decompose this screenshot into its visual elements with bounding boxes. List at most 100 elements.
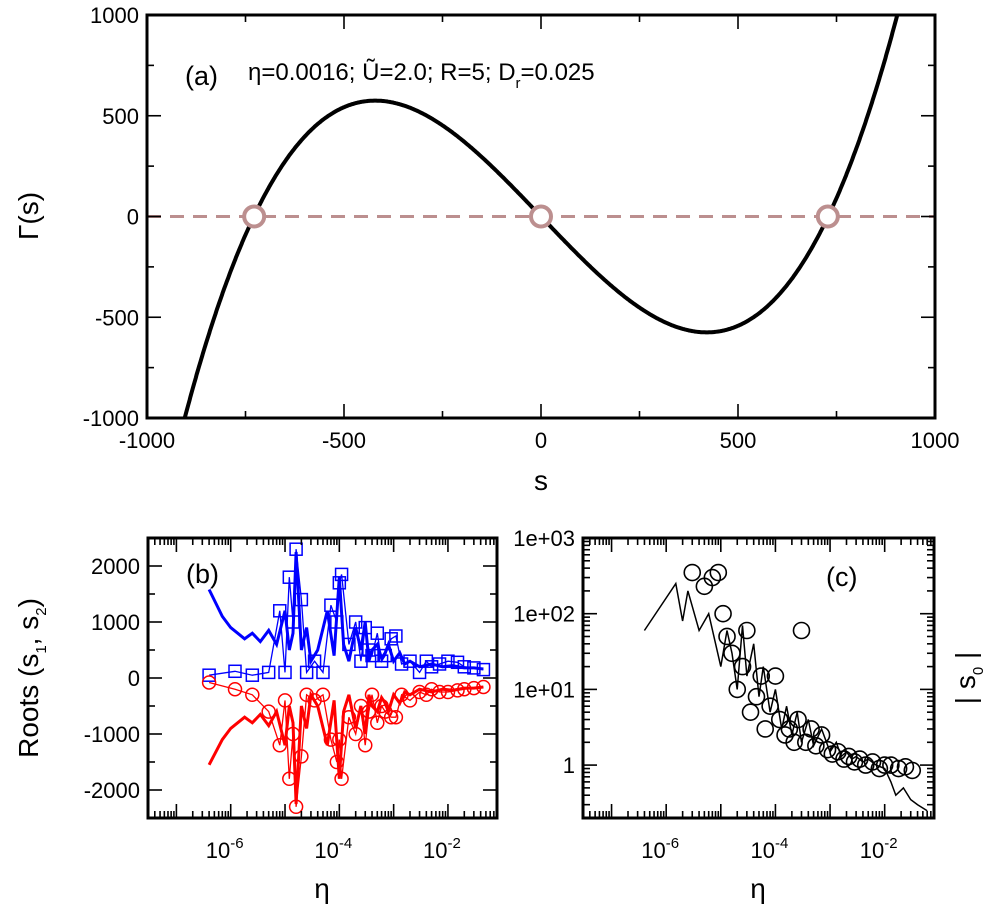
a-xtick-label: -1000 <box>119 428 175 453</box>
c-circle-marker <box>770 710 789 729</box>
panel-c-ylabel: | s0 | <box>950 652 987 704</box>
b-square-marker <box>370 626 385 640</box>
b-xtick-exponent: -6 <box>230 835 243 852</box>
b-circle-marker <box>282 771 297 787</box>
b-circle-marker <box>361 704 377 719</box>
b-square-marker <box>273 604 287 618</box>
b-square-marker <box>294 592 309 607</box>
c-xtick-label: 10-6 <box>641 835 679 863</box>
b-square-marker <box>424 660 439 674</box>
c-xtick-mantissa: 10 <box>751 838 775 863</box>
c-circle-marker <box>683 563 702 582</box>
c-xtick-exponent: -2 <box>884 835 897 852</box>
c-circle-marker <box>792 621 811 640</box>
b-circle-marker <box>277 693 293 708</box>
b-circle-marker <box>476 679 491 695</box>
b-circle-marker <box>201 675 217 690</box>
b-circle-marker <box>315 687 331 703</box>
b-circle-marker <box>402 693 418 708</box>
b-square-marker <box>324 598 338 612</box>
b-circle-marker <box>332 732 347 747</box>
c-circle-marker <box>766 667 785 685</box>
b-sub2: 2 <box>33 607 50 615</box>
b-circle-marker <box>457 681 472 697</box>
b-circle-marker <box>466 680 482 696</box>
c-circle-marker <box>761 697 779 715</box>
a-xtick-label: 500 <box>720 428 757 453</box>
a-ytick-label: 500 <box>102 104 139 129</box>
b-square-marker <box>282 570 297 584</box>
b-square-marker <box>330 615 344 629</box>
b-series-connector-1 <box>208 681 484 807</box>
c-circle-marker <box>807 736 825 755</box>
b-ytick-label: 1000 <box>91 610 140 635</box>
c-xtick-mantissa: 10 <box>641 838 665 863</box>
panel-b-ylabel: Roots (s1, s2) <box>13 598 50 758</box>
c-bar: | <box>950 652 981 667</box>
b-square-marker <box>289 542 303 556</box>
b-circle-marker <box>285 726 301 742</box>
c-ytick-label: 1e+03 <box>513 526 575 551</box>
b-ytick-label: 2000 <box>91 554 140 579</box>
b-circle-marker <box>450 683 465 698</box>
b-square-marker <box>384 632 398 646</box>
panel-c-xlabel: η <box>750 873 766 904</box>
b-circle-marker <box>334 771 349 787</box>
b-square-marker <box>441 654 455 668</box>
b-circle-marker <box>272 737 288 753</box>
b-circle-marker <box>294 749 309 764</box>
c-circle-marker <box>723 644 741 663</box>
c-xtick-mantissa: 10 <box>860 838 884 863</box>
c-sub0: 0 <box>970 667 987 675</box>
c-circle-marker <box>870 759 889 778</box>
b-circle-marker <box>370 715 385 731</box>
b-square-marker <box>467 661 481 675</box>
c-circle-marker <box>747 687 766 706</box>
panel-a-label: (a) <box>185 61 218 91</box>
c-circle-marker <box>802 720 820 738</box>
b-circle-marker <box>440 684 456 700</box>
b-square-marker <box>261 665 276 680</box>
u-tilde: Ũ <box>362 58 379 86</box>
a-xtick-label: 1000 <box>911 428 960 453</box>
b-circle-marker <box>419 687 434 703</box>
b-ytick-label: -2000 <box>84 778 140 803</box>
b-circle-marker <box>227 681 243 697</box>
c-circle-marker <box>785 733 803 752</box>
b-square-marker <box>278 665 292 680</box>
panel-c-label: (c) <box>826 562 857 592</box>
c-circle-marker <box>733 657 752 676</box>
b-square-marker <box>307 654 322 668</box>
b-square-marker <box>432 657 447 671</box>
a-ytick-label: -1000 <box>83 406 139 431</box>
b-series-connector-0 <box>209 549 484 676</box>
b-square-marker <box>286 615 300 629</box>
panel-c-plot-area <box>583 538 934 818</box>
c-circle-marker <box>752 667 771 685</box>
a-ytick-label: 1000 <box>90 3 139 28</box>
b-square-marker <box>228 664 242 679</box>
c-circle-marker <box>714 604 732 623</box>
b-circle-marker <box>245 687 260 703</box>
b-square-marker <box>378 648 392 663</box>
c-ytick-label: 1 <box>563 753 575 778</box>
c-xtick-label: 10-4 <box>751 835 789 863</box>
b-square-marker <box>334 567 349 582</box>
b-xtick-label: 10-2 <box>423 835 461 863</box>
c-circle-marker <box>718 627 736 646</box>
c-circle-marker <box>812 726 831 744</box>
b-close: ) <box>13 598 44 607</box>
c-circle-marker <box>738 621 756 640</box>
b-xtick-exponent: -2 <box>448 835 461 852</box>
a-xtick-label: 0 <box>535 428 547 453</box>
c-circle-marker <box>818 740 837 759</box>
b-circle-marker <box>432 684 447 700</box>
b-ytick-label: 0 <box>128 666 140 691</box>
b-circle-marker <box>357 737 373 753</box>
b-square-marker <box>316 665 330 680</box>
panel-a-ylabel: Γ(s) <box>13 192 44 240</box>
